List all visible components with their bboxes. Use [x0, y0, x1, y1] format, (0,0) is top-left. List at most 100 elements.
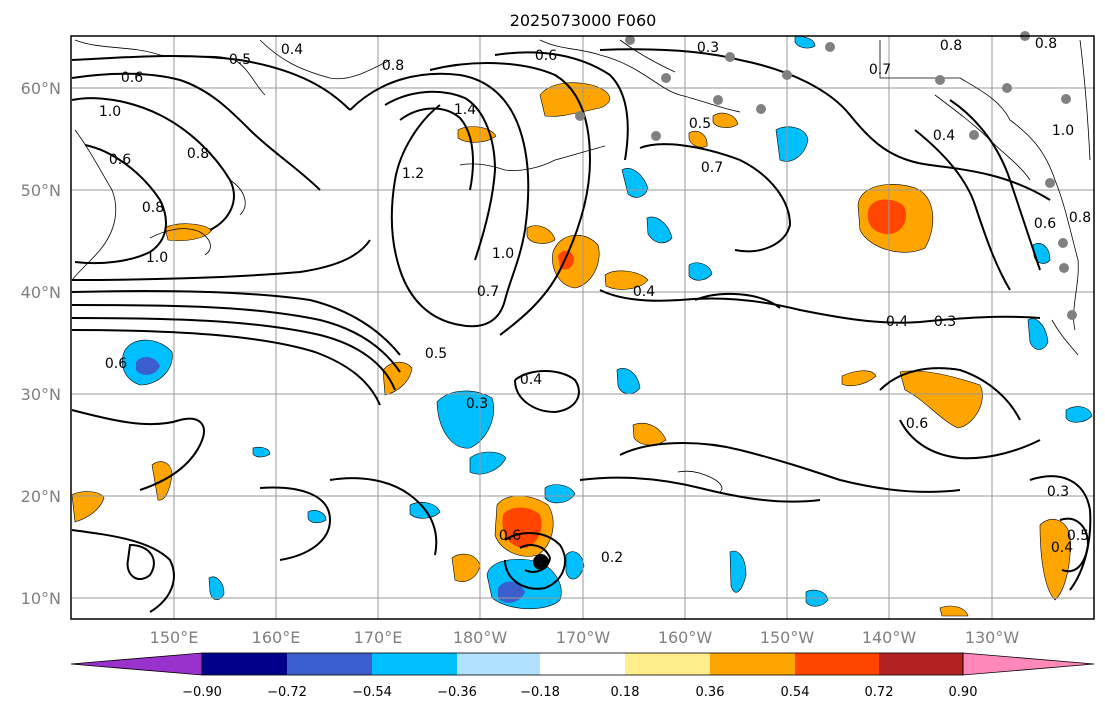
contour-labels: 0.5 0.4 0.6 0.8 1.0 0.6 0.8 1.4 1.2 0.6 … — [99, 36, 1091, 566]
cool-patch-c2 — [469, 451, 507, 475]
warm-patch-j — [712, 112, 739, 128]
contour-label: 1.0 — [492, 246, 514, 262]
colorbar-segment — [372, 653, 457, 675]
lat-tick-label: 20°N — [21, 487, 61, 506]
lon-tick-label: 180°W — [453, 628, 508, 647]
cool-patch-s1 — [544, 484, 576, 504]
contour-label: 1.0 — [146, 250, 168, 266]
colorbar-tick-label: 0.72 — [865, 685, 894, 700]
contour-label: 0.7 — [701, 160, 723, 176]
contour-label: 1.2 — [402, 166, 424, 182]
colorbar-segment — [710, 653, 795, 675]
contour-label: 0.6 — [109, 152, 131, 168]
map-frame — [70, 35, 1095, 620]
cool-patch-e1 — [1027, 318, 1049, 350]
warm-patch-se — [1039, 518, 1071, 601]
contour-label: 0.8 — [382, 58, 404, 74]
lat-tick-label: 30°N — [21, 385, 61, 404]
cool-patch-s3 — [729, 550, 747, 593]
contour-label: 0.6 — [535, 48, 557, 64]
colorbar-ticks: −0.90 −0.72 −0.54 −0.36 −0.18 0.18 0.36 … — [182, 685, 977, 700]
contour-label: 0.4 — [633, 284, 655, 300]
warm-patch-east — [899, 370, 983, 429]
contour-label: 0.8 — [940, 38, 962, 54]
lon-tick-label: 150°E — [150, 628, 199, 647]
contour-label: 0.4 — [933, 128, 955, 144]
contour-label: 0.4 — [1051, 540, 1073, 556]
colorbar-segment — [202, 653, 287, 675]
colorbar-tick-label: 0.90 — [949, 685, 978, 700]
contour-label: 0.7 — [477, 284, 499, 300]
colorbar-tick-label: −0.72 — [267, 685, 307, 700]
contour-label: 0.6 — [499, 528, 521, 544]
colorbar-tick-label: −0.36 — [437, 685, 477, 700]
colorbar-segment — [879, 653, 963, 675]
latitude-axis: 60°N 50°N 40°N 30°N 20°N 10°N — [21, 79, 61, 608]
colorbar-extend-high — [962, 652, 1095, 676]
colorbar-frame — [201, 652, 964, 676]
warm-patch-i — [526, 225, 556, 244]
contour-label: 0.4 — [520, 372, 542, 388]
contour-label: 0.8 — [187, 146, 209, 162]
contour-label: 0.4 — [886, 314, 908, 330]
colorbar-tick-label: −0.18 — [520, 685, 560, 700]
contour-lines — [71, 48, 1092, 613]
colorbar-segment — [457, 653, 540, 675]
map-panel: 0.5 0.4 0.6 0.8 1.0 0.6 0.8 1.4 1.2 0.6 … — [70, 31, 1095, 620]
warm-patch-d — [632, 422, 667, 446]
contour-label: 0.8 — [1069, 210, 1091, 226]
lon-tick-label: 170°W — [556, 628, 611, 647]
colorbar-segment — [540, 653, 625, 675]
contour-label: 0.8 — [142, 200, 164, 216]
contour-label: 0.3 — [934, 314, 956, 330]
map-title: 2025073000 F060 — [510, 11, 657, 30]
warm-patch-mid — [552, 234, 600, 289]
contour-label: 0.5 — [229, 52, 251, 68]
cool-patch-n4 — [688, 262, 713, 281]
colorbar-tick-label: −0.54 — [352, 685, 392, 700]
cool-patch-s9 — [307, 510, 327, 524]
lon-tick-label: 150°W — [760, 628, 815, 647]
lon-tick-label: 160°W — [658, 628, 713, 647]
cool-patch-s6 — [616, 368, 641, 395]
colorbar-tick-label: 0.54 — [781, 685, 810, 700]
contour-label: 0.7 — [869, 62, 891, 78]
storm-center-marker — [533, 554, 549, 570]
contour-label: 0.6 — [1034, 216, 1056, 232]
contour-label: 1.4 — [454, 102, 476, 118]
lat-tick-label: 50°N — [21, 181, 61, 200]
contour-label: 0.6 — [121, 70, 143, 86]
contour-label: 0.6 — [105, 356, 127, 372]
contour-label: 0.3 — [1047, 484, 1069, 500]
warm-patch-g — [939, 605, 969, 617]
cool-patch-n3 — [646, 216, 673, 244]
cool-core-south — [498, 581, 525, 603]
lon-tick-label: 130°W — [965, 628, 1020, 647]
station-dots — [575, 31, 1077, 320]
hot-core-typhoon — [502, 507, 542, 548]
longitude-axis: 150°E 160°E 170°E 180°W 170°W 160°W 150°… — [150, 628, 1020, 647]
lat-tick-label: 10°N — [21, 589, 61, 608]
contour-label: 0.3 — [466, 396, 488, 412]
lat-tick-label: 60°N — [21, 79, 61, 98]
hot-core-ne-pacific — [867, 199, 907, 235]
lon-tick-label: 140°W — [862, 628, 917, 647]
contour-label: 0.4 — [281, 42, 303, 58]
contour-label: 0.6 — [906, 416, 928, 432]
warm-patch-k — [688, 130, 708, 148]
warm-patch-c — [382, 361, 413, 396]
colorbar-segment — [625, 653, 710, 675]
colorbar-tick-label: 0.18 — [611, 685, 640, 700]
contour-label: 0.5 — [1067, 528, 1089, 544]
cool-core-west — [136, 357, 160, 375]
colorbar-tick-label: 0.36 — [696, 685, 725, 700]
lat-tick-label: 40°N — [21, 283, 61, 302]
contour-label: 1.0 — [99, 104, 121, 120]
cool-patch-s5 — [208, 576, 225, 601]
lon-tick-label: 170°E — [354, 628, 403, 647]
cool-patch-s2 — [565, 551, 585, 580]
contour-label: 0.8 — [1035, 36, 1057, 52]
colorbar-segment — [287, 653, 372, 675]
colorbar-segment — [795, 653, 879, 675]
contour-label: 0.5 — [689, 116, 711, 132]
